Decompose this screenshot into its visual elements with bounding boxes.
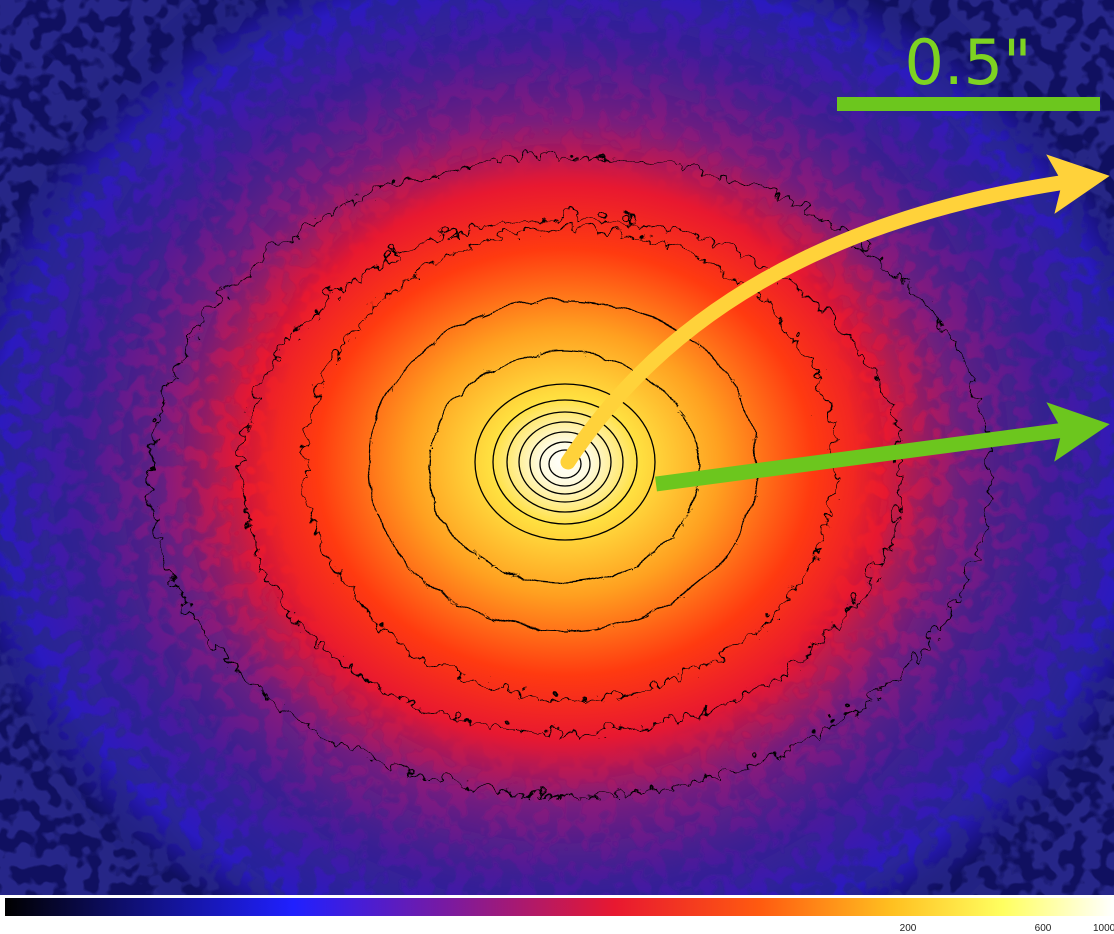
colorbar: 200 600 1000 bbox=[5, 898, 1114, 934]
colorbar-tick-label: 600 bbox=[1035, 923, 1052, 934]
colorbar-gradient bbox=[5, 898, 1114, 916]
page: {"scale_bar": {"label": "0.5\""}, "color… bbox=[0, 0, 1114, 934]
scale-label: 0.5" bbox=[904, 26, 1031, 99]
image-view: 0.5" 200 600 1000 bbox=[0, 0, 1114, 934]
colorbar-tick-label: 1000 bbox=[1093, 923, 1114, 934]
colorbar-tick-label: 200 bbox=[900, 923, 917, 934]
